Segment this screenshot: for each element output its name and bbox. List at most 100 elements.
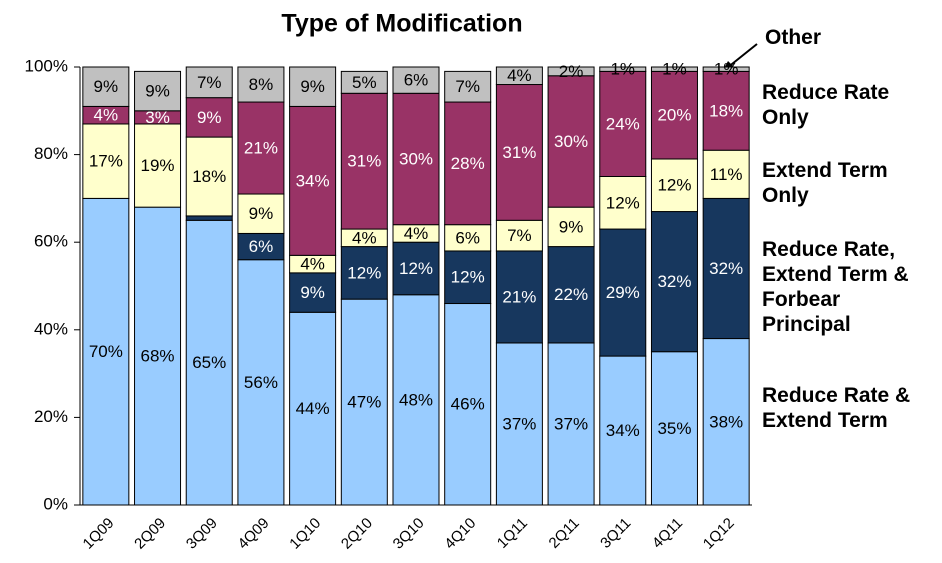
data-label: 12% [657,176,691,195]
legend-label: Reduce Rate Only [762,81,890,129]
data-label: 4% [300,255,325,274]
data-label: 30% [554,132,588,151]
data-label: 9% [300,283,325,302]
bar-segment [340,70,388,94]
x-tick-label: 2Q09 [131,515,169,553]
legend-label: Extend Term Only [762,159,888,207]
bar-segment [444,101,492,226]
data-label: 7% [197,73,222,92]
data-label: 38% [709,412,743,431]
bar-segment [495,250,543,344]
data-label: 9% [559,217,584,236]
data-label: 18% [709,101,743,120]
y-tick-label: 100% [25,56,68,75]
data-label: 46% [451,395,485,414]
bar-segment [237,232,285,261]
data-label: 1% [662,60,687,79]
x-tick-label: 3Q11 [597,515,634,552]
y-tick-label: 80% [34,144,68,163]
data-label: 35% [657,419,691,438]
x-tick-label: 1Q11 [494,515,531,552]
data-label: 6% [404,71,429,90]
bar-segment [547,246,595,344]
data-label: 12% [451,268,485,287]
x-tick-label: 1Q12 [700,515,738,553]
data-label: 19% [141,156,175,175]
bar-segment [237,66,285,103]
bar-segment [185,219,233,506]
data-label: 32% [657,272,691,291]
bar-segment [340,246,388,300]
data-label: 5% [352,73,377,92]
bar-segment [392,241,440,296]
data-label: 17% [89,152,123,171]
data-label: 32% [709,259,743,278]
bar-segment [444,224,492,252]
data-label: 4% [352,228,377,247]
data-label: 56% [244,373,278,392]
bar-segment [82,66,130,107]
legend-label: Reduce Rate & Extend Term [762,384,911,432]
bar-segment [650,70,698,160]
data-label: 6% [455,228,480,247]
data-label: 20% [657,106,691,125]
x-tick-label: 4Q11 [649,515,686,552]
x-tick-label: 2Q10 [338,515,376,553]
x-tick-label: 3Q09 [183,515,221,553]
x-tick-label: 4Q10 [441,515,479,553]
data-label: 31% [347,152,381,171]
y-tick-label: 40% [34,319,68,338]
data-label: 7% [507,226,532,245]
data-label: 12% [347,263,381,282]
data-label: 29% [606,283,640,302]
bar-segment [185,66,233,99]
bar-segment [185,215,233,221]
data-label: 1% [610,60,635,79]
legend-label: Reduce Rate, Extend Term & Forbear Princ… [762,238,909,336]
data-label: 12% [606,193,640,212]
data-label: 11% [710,165,743,184]
data-label: 4% [94,106,119,125]
bar-segment [599,66,647,72]
data-label: 37% [502,414,536,433]
bar-segment [495,84,543,221]
legend-label: Other [765,26,822,49]
bar-segment [599,176,647,230]
bar-segment [289,105,337,256]
data-label: 70% [89,342,123,361]
bar-segment [599,228,647,357]
bar-segment [237,193,285,234]
data-label: 7% [455,77,480,96]
bar-segment [289,66,337,107]
data-label: 65% [192,353,226,372]
x-tick-label: 1Q09 [80,515,118,553]
data-label: 34% [296,171,330,190]
bar-segment [702,197,750,340]
data-label: 9% [249,204,274,223]
data-label: 34% [606,421,640,440]
data-label: 9% [197,108,222,127]
bar-segment [547,66,595,77]
bar-segment [650,351,698,506]
data-label: 4% [507,66,532,85]
data-label: 21% [502,287,536,306]
y-tick-label: 0% [43,494,68,513]
x-tick-label: 2Q11 [546,515,583,552]
data-label: 28% [451,154,485,173]
data-label: 18% [192,167,226,186]
x-tick-label: 1Q10 [286,515,324,553]
annotation-arrow [726,43,758,69]
bar-segment [392,66,440,94]
bar-segment [444,303,492,506]
bar-segment [547,206,595,248]
data-label: 21% [244,139,278,158]
bar-segment [599,70,647,177]
data-label: 44% [296,399,330,418]
bar-segment [650,211,698,353]
bar-segment [495,342,543,506]
data-label: 9% [145,82,170,101]
data-label: 1% [714,60,739,79]
bar-segment [547,75,595,208]
data-label: 4% [404,224,429,243]
